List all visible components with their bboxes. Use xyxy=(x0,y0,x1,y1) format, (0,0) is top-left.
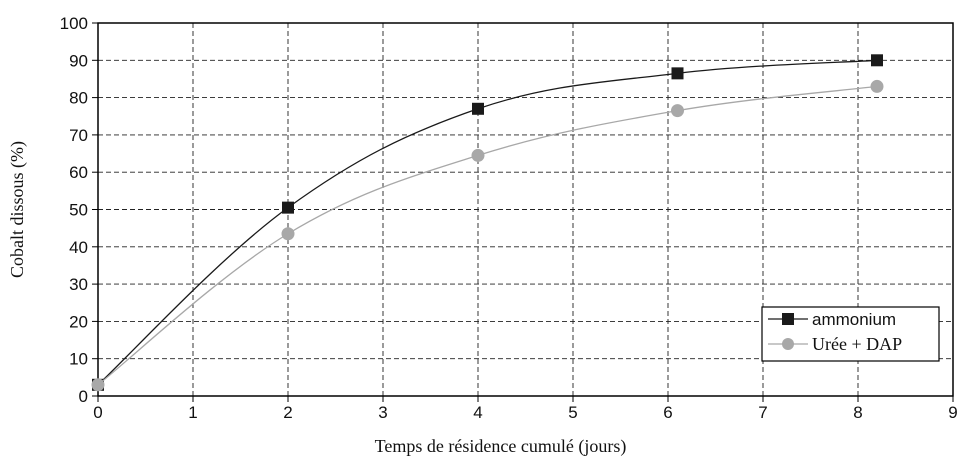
legend-label-uree-dap: Urée + DAP xyxy=(812,334,902,354)
legend-marker-ammonium xyxy=(782,313,794,325)
data-point-1-2 xyxy=(471,148,485,162)
series-1 xyxy=(91,79,884,392)
x-tick-label-0: 0 xyxy=(93,403,102,422)
x-tick-label-9: 9 xyxy=(948,403,957,422)
data-point-0-2 xyxy=(472,102,484,115)
x-tick-label-7: 7 xyxy=(758,403,767,422)
x-tick-label-1: 1 xyxy=(188,403,197,422)
series xyxy=(91,54,884,392)
legend: ammonium Urée + DAP xyxy=(761,306,940,362)
y-tick-label-30: 30 xyxy=(69,275,88,294)
data-point-1-4 xyxy=(870,79,884,93)
y-tick-label-80: 80 xyxy=(69,89,88,108)
x-tick-label-5: 5 xyxy=(568,403,577,422)
x-tick-label-2: 2 xyxy=(283,403,292,422)
y-tick-label-20: 20 xyxy=(69,312,88,331)
y-tick-label-10: 10 xyxy=(69,350,88,369)
data-point-1-3 xyxy=(671,104,684,118)
y-tick-label-100: 100 xyxy=(60,14,88,33)
y-tick-label-90: 90 xyxy=(69,51,88,70)
y-tick-label-50: 50 xyxy=(69,201,88,220)
data-point-0-4 xyxy=(871,54,883,67)
legend-label-ammonium: ammonium xyxy=(812,310,896,329)
y-tick-label-40: 40 xyxy=(69,238,88,257)
y-tick-label-0: 0 xyxy=(79,387,88,406)
series-line-1 xyxy=(97,85,878,386)
y-axis-title: Cobalt dissous (%) xyxy=(7,141,28,278)
legend-marker-uree-dap xyxy=(782,338,794,350)
data-point-0-1 xyxy=(282,201,294,214)
data-point-0-3 xyxy=(671,67,684,80)
x-tick-label-6: 6 xyxy=(663,403,672,422)
y-tick-label-60: 60 xyxy=(69,163,88,182)
data-point-1-0 xyxy=(91,378,105,392)
series-0 xyxy=(92,54,883,391)
series-line-0 xyxy=(97,59,878,386)
x-tick-label-8: 8 xyxy=(853,403,862,422)
data-point-1-1 xyxy=(281,227,295,241)
x-tick-label-3: 3 xyxy=(378,403,387,422)
x-tick-label-4: 4 xyxy=(473,403,482,422)
y-tick-label-70: 70 xyxy=(69,126,88,145)
x-axis-title: Temps de résidence cumulé (jours) xyxy=(375,436,627,457)
